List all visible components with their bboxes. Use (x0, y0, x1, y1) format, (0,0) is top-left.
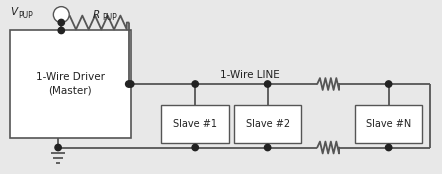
Circle shape (192, 81, 198, 87)
Bar (234, 105, 301, 143)
Circle shape (126, 81, 132, 87)
Text: V: V (10, 7, 17, 17)
Circle shape (264, 144, 271, 151)
Circle shape (58, 27, 65, 34)
Circle shape (128, 81, 134, 87)
Text: Slave #N: Slave #N (366, 119, 411, 129)
Bar (355, 105, 423, 143)
Circle shape (385, 81, 392, 87)
Circle shape (192, 144, 198, 151)
Text: R: R (93, 10, 100, 20)
Text: PUP: PUP (19, 11, 34, 20)
Circle shape (385, 144, 392, 151)
Circle shape (55, 144, 61, 151)
Bar (10, 30, 131, 138)
Text: 1-Wire LINE: 1-Wire LINE (220, 70, 280, 80)
Text: 1-Wire Driver
(Master): 1-Wire Driver (Master) (36, 72, 105, 96)
Text: Slave #1: Slave #1 (173, 119, 217, 129)
Circle shape (58, 19, 65, 26)
Bar (161, 105, 229, 143)
Circle shape (53, 7, 69, 22)
Circle shape (264, 81, 271, 87)
Text: Slave #2: Slave #2 (246, 119, 290, 129)
Text: PUP: PUP (102, 13, 117, 22)
